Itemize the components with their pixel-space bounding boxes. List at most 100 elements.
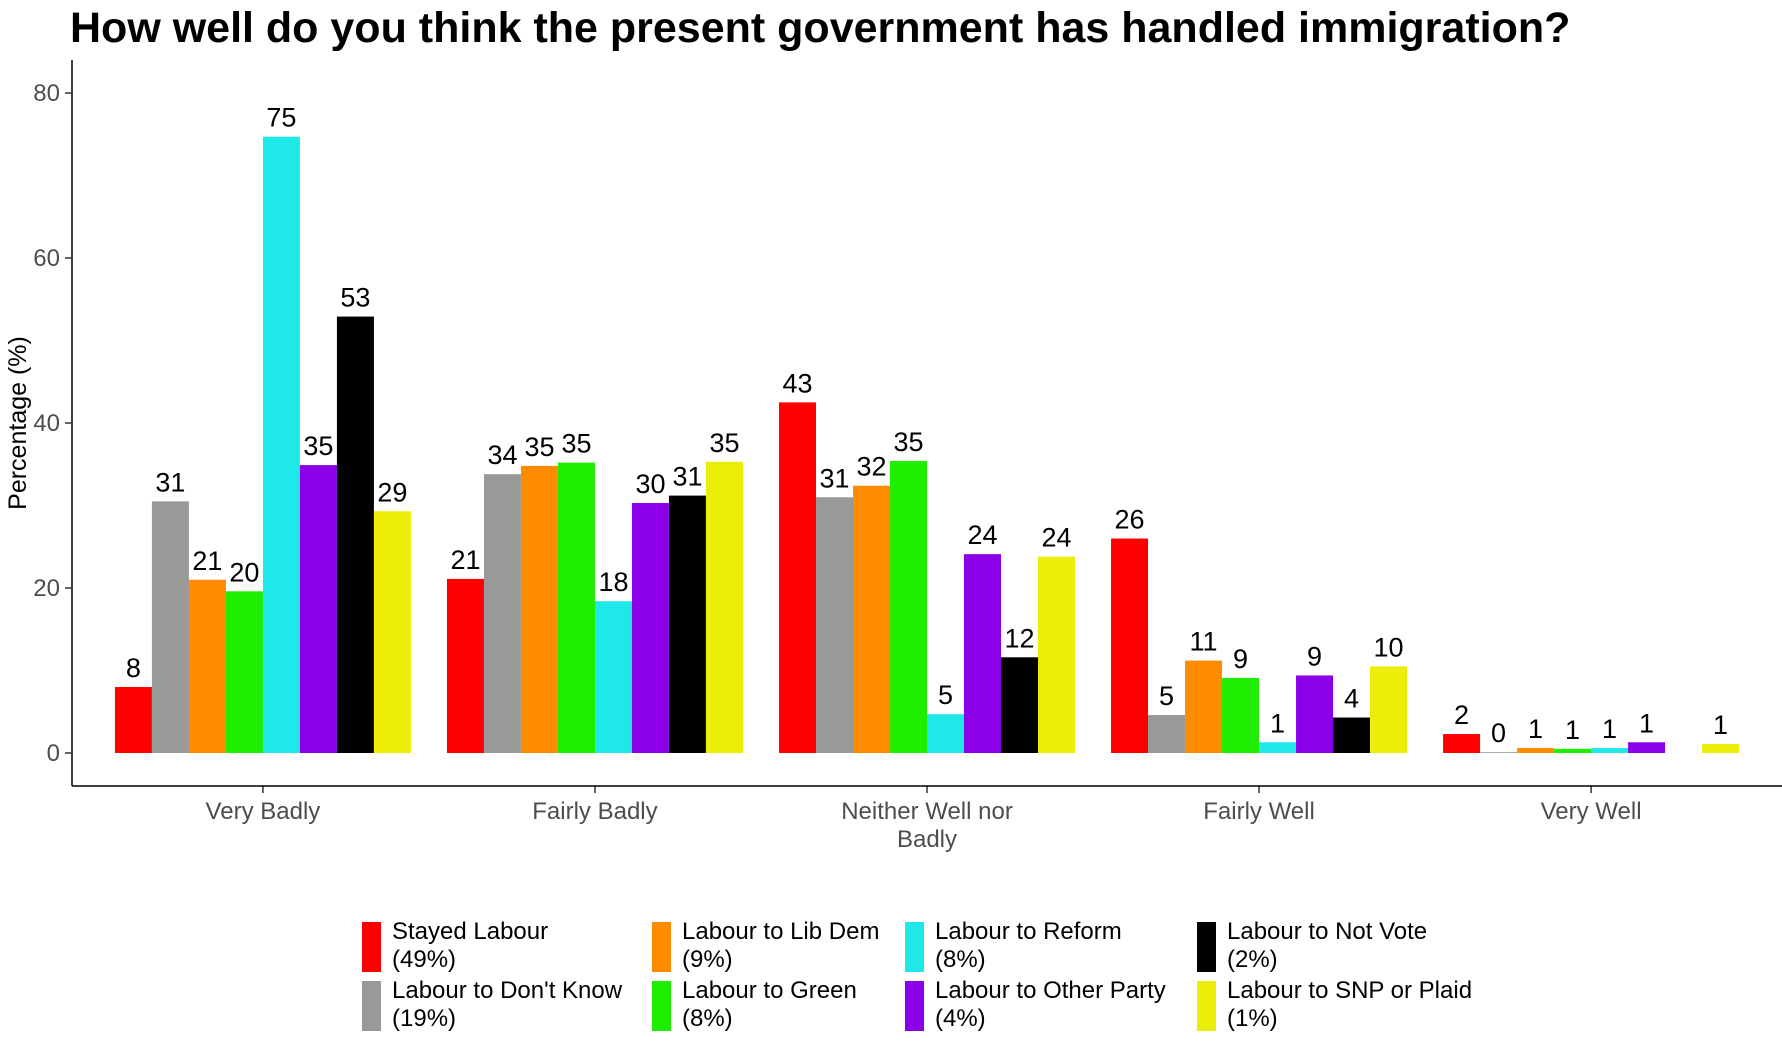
bar [816,497,853,753]
bar-value-label: 35 [303,431,333,461]
bar [668,495,706,753]
bar-value-label: 26 [1115,505,1145,535]
legend-item-dont-know: Labour to Don't Know (19%) [362,977,622,1033]
bar [1370,666,1408,753]
legend-item-snp-plaid: Labour to SNP or Plaid (1%) [1197,977,1472,1033]
bar-value-label: 31 [819,463,849,493]
legend-label: Labour to SNP or Plaid [1227,977,1473,1004]
bar-value-label: 1 [1639,708,1654,738]
bar [520,465,558,753]
bar-value-label: 34 [487,440,517,470]
bar [1038,556,1075,753]
legend-label: Labour to Other Party [935,977,1166,1004]
bar [853,485,890,753]
bar-value-label: 21 [450,545,480,575]
bar-value-label: 30 [635,469,665,499]
bar-value-label: 5 [1159,681,1174,711]
bar [114,687,152,753]
legend-share: (19%) [392,1005,457,1032]
bar [1628,742,1666,753]
bar [1333,717,1371,753]
axes-layer: Very Badly Fairly Badly Neither Well norBa… [4,60,1782,853]
x-tick-label: Fairly Badly [532,798,657,825]
bar-value-label: 35 [709,428,739,458]
legend-label: Labour to Not Vote [1227,918,1428,945]
y-tick-label: 0 [47,740,60,767]
bar-value-label: 5 [938,680,953,710]
bar-value-label: 2 [1454,700,1469,730]
legend-share: (49%) [392,946,457,973]
bar-value-label: 20 [229,557,259,587]
bar-value-label: 1 [1565,715,1580,745]
bar [1222,677,1260,753]
bars-layer [114,136,1740,754]
bar [446,578,484,753]
y-tick-label: 60 [33,245,60,272]
bar [1702,743,1740,753]
bar [705,461,743,753]
bar-value-label: 21 [192,546,222,576]
x-tick-label: Very Well [1541,798,1642,825]
bar [1259,742,1297,753]
legend-swatch [652,922,671,972]
bar-value-label: 18 [598,567,628,597]
legend-item-other-party: Labour to Other Party (4%) [905,977,1166,1033]
legend-share: (9%) [682,946,733,973]
bar [557,462,595,753]
bar [1554,748,1592,753]
legend-swatch [1197,922,1216,972]
bar-value-label: 35 [524,432,554,462]
bar [927,714,964,753]
legend-label: Labour to Green [682,977,857,1004]
bar-value-label: 1 [1528,714,1543,744]
bar [1591,748,1629,753]
bar [483,474,521,753]
bar-value-label: 10 [1374,632,1404,662]
bar-value-label: 35 [561,429,591,459]
y-tick-label: 20 [33,575,60,602]
bar [336,316,374,753]
bar [779,402,816,753]
legend-share: (8%) [682,1005,733,1032]
legend-swatch [1197,981,1216,1031]
legend-share: (2%) [1227,946,1278,973]
bar [151,501,189,753]
bar-value-label: 12 [1004,623,1034,653]
bar-value-label: 11 [1190,627,1218,657]
bar-value-label: 53 [340,283,370,313]
y-axis-label: Percentage (%) [4,336,32,510]
bar [631,503,669,753]
bar-value-label: 43 [782,368,812,398]
bar-value-label: 9 [1307,641,1322,671]
bar-value-label: 75 [266,103,296,133]
legend-share: (1%) [1227,1005,1278,1032]
legend-item-not-vote: Labour to Not Vote (2%) [1197,918,1427,974]
bar [594,601,632,753]
legend-swatch [652,981,671,1031]
legend-swatch [905,981,924,1031]
bar [1148,715,1186,753]
legend-item-lib-dem: Labour to Lib Dem (9%) [652,918,879,974]
bar-value-label: 9 [1233,644,1248,674]
bar [1111,538,1149,753]
bar-value-label: 8 [126,653,141,683]
legend-item-stayed-labour: Stayed Labour (49%) [362,918,548,974]
bar-value-label: 31 [672,462,702,492]
bar [1517,748,1555,753]
legend-label: Labour to Reform [935,918,1122,945]
bar [373,511,411,753]
legend-item-reform: Labour to Reform (8%) [905,918,1122,974]
bar-value-label: 35 [893,427,923,457]
x-tick-label: Neither Well nor [841,798,1013,825]
bar-value-label: 1 [1602,714,1617,744]
legend-item-green: Labour to Green (8%) [652,977,857,1033]
bar [1443,734,1481,753]
bar [890,460,927,753]
bar-value-label: 32 [856,452,886,482]
bar-value-label: 31 [155,467,185,497]
bar [262,136,300,754]
bar-value-label: 1 [1270,708,1285,738]
legend-label: Labour to Lib Dem [682,918,880,945]
